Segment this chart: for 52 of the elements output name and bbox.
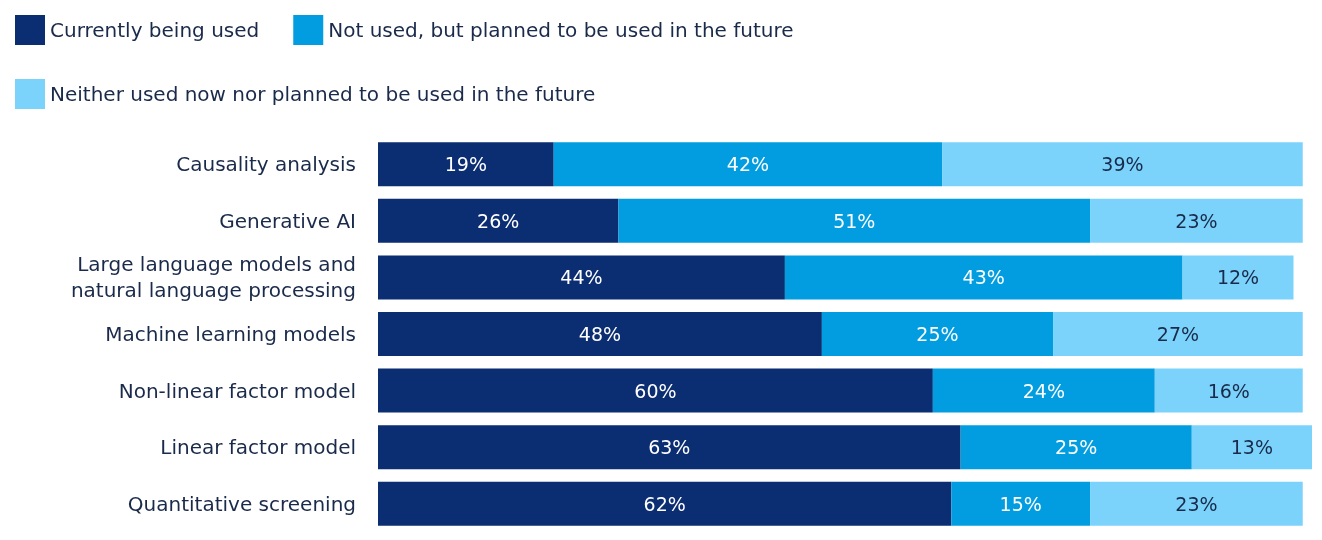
data-label: 25% <box>1055 436 1098 459</box>
data-label: 25% <box>916 323 959 345</box>
data-label: 42% <box>726 153 770 176</box>
data-label: 39% <box>1101 153 1144 176</box>
data-label: 62% <box>643 492 686 515</box>
data-label: 13% <box>1230 436 1274 459</box>
bar <box>942 142 1303 187</box>
data-label: 44% <box>560 266 603 289</box>
bar <box>1191 425 1312 470</box>
legend-label: Currently being used <box>50 18 260 42</box>
data-label: 63% <box>648 436 691 459</box>
legend-label: Neither used now nor planned to be used in the future <box>50 82 596 106</box>
data-label: 12% <box>1216 266 1260 289</box>
data-label: 23% <box>1175 209 1218 232</box>
bar <box>378 142 554 187</box>
data-label: 16% <box>1207 379 1250 402</box>
y-tick-label: Linear factor model <box>160 435 356 460</box>
bar <box>951 481 1091 526</box>
bar <box>1053 312 1303 356</box>
data-label: 26% <box>477 209 520 232</box>
bar <box>1182 255 1294 300</box>
data-label: 15% <box>999 492 1042 515</box>
data-label: 19% <box>444 153 487 176</box>
y-tick-label: Machine learning models <box>105 322 356 346</box>
bar <box>553 142 943 187</box>
bar <box>960 425 1192 470</box>
bar <box>378 255 785 300</box>
data-label: 48% <box>578 323 622 345</box>
y-tick-label: Non-linear factor model <box>118 378 356 403</box>
data-label: 51% <box>833 209 876 232</box>
bar <box>1154 368 1303 413</box>
bar <box>378 425 961 470</box>
bar <box>784 255 1183 300</box>
bar <box>378 198 619 243</box>
y-tick-label: Causality analysis <box>176 152 356 177</box>
data-label: 27% <box>1156 323 1200 345</box>
bar <box>378 312 822 356</box>
bar <box>378 368 933 413</box>
legend-label: Not used, but planned to be used in the future <box>328 18 794 42</box>
y-tick-label: Quantitative screening <box>127 491 356 516</box>
bar <box>1090 481 1303 526</box>
bar <box>1090 198 1303 243</box>
bar <box>618 198 1091 243</box>
data-label: 60% <box>634 379 677 402</box>
y-tick-label: Generative AI <box>219 208 356 233</box>
bar <box>932 368 1155 413</box>
bar <box>821 312 1054 356</box>
data-label: 43% <box>962 266 1005 289</box>
bar <box>378 481 952 526</box>
y-tick-label: Large language models and natural language processing <box>70 252 356 303</box>
data-label: 24% <box>1022 379 1065 402</box>
data-label: 23% <box>1175 492 1218 515</box>
